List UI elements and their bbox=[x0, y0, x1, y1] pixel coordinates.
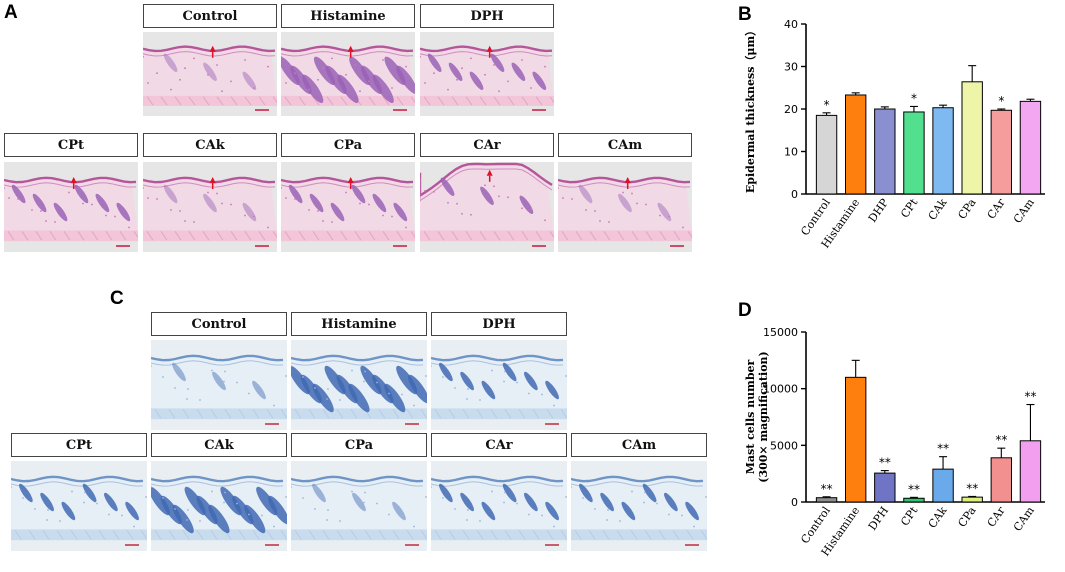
chart-b-bar-cam bbox=[1019, 100, 1042, 195]
he-label-cam: CAm bbox=[558, 133, 692, 157]
chart-b-bar-histamine bbox=[844, 94, 867, 195]
chart-b-y-tick-label: 40 bbox=[784, 18, 798, 31]
tb-image-cpa bbox=[291, 461, 427, 551]
chart-b-category-label: CPt bbox=[898, 196, 921, 221]
he-label-cpt: CPt bbox=[4, 133, 138, 157]
chart-d-svg: Mast cells number (300× magnification) 0 50… bbox=[744, 326, 1045, 559]
chart-d-category-label: CAr bbox=[985, 504, 1008, 530]
he-image-cam bbox=[558, 162, 692, 252]
tb-label-histamine: Histamine bbox=[291, 312, 427, 336]
he-image-cpt bbox=[4, 162, 138, 252]
chart-b-svg: Epidermal thickness（μm）010203040*Control… bbox=[744, 18, 1045, 251]
panel-letter-b: B bbox=[738, 4, 752, 25]
chart-d-y-axis-label: Mast cells number bbox=[744, 359, 757, 474]
he-label-dph: DPH bbox=[420, 4, 554, 28]
chart-d-y-tick-label: 10000 bbox=[763, 383, 798, 396]
tb-label-cak: CAk bbox=[151, 433, 287, 457]
chart-d-bar-cam bbox=[1019, 440, 1042, 503]
chart-d-y-axis-label-secondary: (300× magnification) bbox=[757, 351, 770, 482]
chart-d-bar-cpa bbox=[961, 496, 983, 503]
chart-mast-cells: Mast cells number (300× magnification) 0 50… bbox=[740, 318, 1060, 568]
chart-d-bar-dph bbox=[874, 472, 896, 503]
chart-d-bar-cpt bbox=[903, 497, 925, 503]
chart-b-bar-cpt bbox=[903, 111, 925, 195]
tb-label-cam: CAm bbox=[571, 433, 707, 457]
tb-image-control bbox=[151, 340, 287, 430]
chart-d-category-label: CAk bbox=[926, 504, 950, 531]
chart-b-y-tick-label: 20 bbox=[784, 103, 798, 116]
chart-b-significance-mark: * bbox=[911, 91, 917, 105]
he-label-car: CAr bbox=[420, 133, 554, 157]
chart-b-y-tick-label: 10 bbox=[784, 146, 798, 159]
chart-b-bar-cpa bbox=[961, 81, 983, 195]
he-label-histamine: Histamine bbox=[281, 4, 415, 28]
he-image-cak bbox=[143, 162, 277, 252]
chart-d-category-label: CAm bbox=[1011, 504, 1037, 534]
chart-d-category-label: CPa bbox=[955, 504, 978, 530]
chart-b-category-label: CAr bbox=[985, 196, 1008, 222]
tb-image-cam bbox=[571, 461, 707, 551]
chart-d-significance-mark: ** bbox=[937, 442, 949, 456]
chart-d-significance-mark: ** bbox=[879, 456, 891, 470]
chart-b-category-label: CAk bbox=[926, 196, 950, 223]
chart-d-y-tick-label: 5000 bbox=[770, 439, 798, 452]
he-image-dph bbox=[420, 32, 554, 116]
chart-b-significance-mark: * bbox=[998, 94, 1004, 108]
chart-b-significance-mark: * bbox=[824, 98, 830, 112]
chart-b-bar-car bbox=[990, 109, 1013, 195]
tb-image-cpt bbox=[11, 461, 147, 551]
chart-epidermal-thickness: Epidermal thickness（μm） 0 10 20 30 40 * Control… bbox=[740, 10, 1060, 260]
chart-d-y-tick-label: 0 bbox=[791, 496, 798, 509]
he-label-cak: CAk bbox=[143, 133, 277, 157]
tb-image-histamine bbox=[291, 340, 427, 430]
tb-label-car: CAr bbox=[431, 433, 567, 457]
chart-d-significance-mark: ** bbox=[966, 481, 978, 495]
chart-d-y-tick-label: 15000 bbox=[763, 326, 798, 339]
chart-d-significance-mark: ** bbox=[821, 482, 833, 496]
chart-d-bar-control bbox=[815, 497, 838, 503]
chart-d-significance-mark: ** bbox=[908, 482, 920, 496]
chart-b-category-label: DHP bbox=[866, 196, 892, 225]
chart-d-significance-mark: ** bbox=[1024, 390, 1036, 404]
chart-d-bar-car bbox=[990, 457, 1013, 503]
he-image-cpa bbox=[281, 162, 415, 252]
chart-d-category-label: CPt bbox=[898, 504, 921, 529]
he-image-car bbox=[420, 162, 554, 252]
tb-image-car bbox=[431, 461, 567, 551]
chart-b-y-tick-label: 30 bbox=[784, 61, 798, 74]
chart-b-y-tick-label: 0 bbox=[791, 188, 798, 201]
he-label-control: Control bbox=[143, 4, 277, 28]
chart-b-category-label: CPa bbox=[955, 196, 978, 222]
panel-letter-d: D bbox=[738, 300, 752, 321]
chart-d-bar-histamine bbox=[844, 376, 867, 503]
he-image-histamine bbox=[281, 32, 415, 116]
chart-b-category-label: CAm bbox=[1011, 196, 1037, 226]
tb-label-dph: DPH bbox=[431, 312, 567, 336]
tb-label-control: Control bbox=[151, 312, 287, 336]
chart-d-bar-cak bbox=[932, 468, 954, 503]
chart-b-bar-cak bbox=[932, 107, 954, 195]
tb-label-cpa: CPa bbox=[291, 433, 427, 457]
tb-image-cak bbox=[151, 461, 287, 551]
he-image-control bbox=[143, 32, 277, 116]
chart-b-bar-control bbox=[815, 114, 838, 195]
tb-image-dph bbox=[431, 340, 567, 430]
chart-b-bar-dhp bbox=[874, 108, 896, 195]
tb-label-cpt: CPt bbox=[11, 433, 147, 457]
chart-d-category-label: DPH bbox=[866, 504, 891, 533]
panel-letter-c: C bbox=[110, 288, 124, 309]
chart-b-y-axis-label: Epidermal thickness（μm） bbox=[744, 25, 757, 193]
panel-letter-a: A bbox=[4, 2, 18, 23]
chart-d-significance-mark: ** bbox=[995, 433, 1007, 447]
he-label-cpa: CPa bbox=[281, 133, 415, 157]
